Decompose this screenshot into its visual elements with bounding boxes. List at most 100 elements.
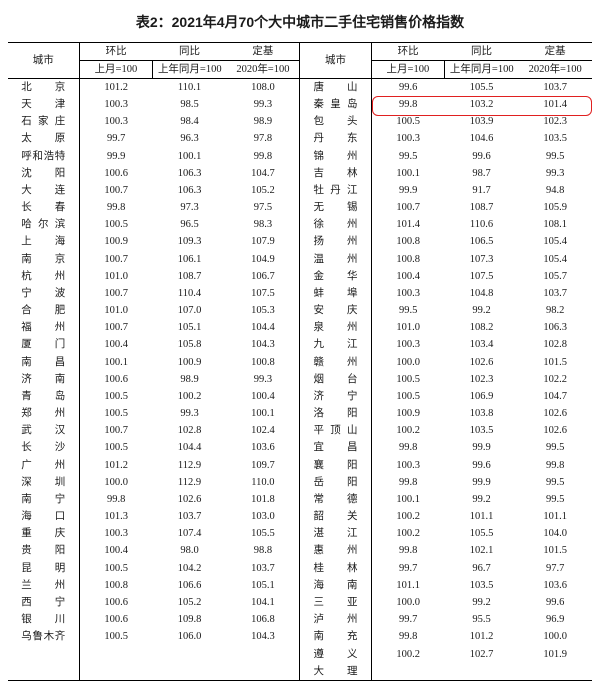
table-row: 呼和浩特99.9100.199.8锦 州99.599.699.5 — [8, 148, 592, 165]
yoy-cell: 99.6 — [445, 148, 519, 165]
yoy-cell: 105.2 — [153, 595, 227, 612]
table-row: 郑 州100.599.3100.1洛 阳100.9103.8102.6 — [8, 406, 592, 423]
mom-cell: 100.5 — [371, 388, 445, 405]
table-row: 兰 州100.8106.6105.1海 南101.1103.5103.6 — [8, 577, 592, 594]
fix-cell: 104.0 — [518, 526, 592, 543]
fix-cell: 100.8 — [226, 354, 300, 371]
city-cell: 无 锡 — [300, 200, 371, 217]
city-cell: 唐 山 — [300, 79, 371, 97]
fix-cell: 99.5 — [518, 148, 592, 165]
mom-cell: 99.7 — [371, 612, 445, 629]
fix-cell: 99.8 — [518, 457, 592, 474]
fix-cell: 105.3 — [226, 303, 300, 320]
yoy-cell: 100.9 — [153, 354, 227, 371]
mom-cell: 100.3 — [371, 285, 445, 302]
mom-cell: 101.0 — [79, 268, 153, 285]
mom-cell: 100.0 — [79, 474, 153, 491]
yoy-cell: 103.9 — [445, 114, 519, 131]
fix-cell: 102.3 — [518, 114, 592, 131]
yoy-cell: 110.6 — [445, 217, 519, 234]
mom-cell: 100.7 — [79, 182, 153, 199]
fix-cell: 109.7 — [226, 457, 300, 474]
mom-cell: 100.5 — [79, 217, 153, 234]
mom-cell: 100.8 — [79, 577, 153, 594]
fix-cell: 99.5 — [518, 440, 592, 457]
fix-cell: 98.8 — [226, 543, 300, 560]
city-cell: 牡丹江 — [300, 182, 371, 199]
city-cell: 岳 阳 — [300, 474, 371, 491]
yoy-cell: 103.8 — [445, 406, 519, 423]
fix-cell: 102.6 — [518, 423, 592, 440]
city-cell: 襄 阳 — [300, 457, 371, 474]
col-mom: 环比 — [79, 43, 153, 61]
yoy-cell: 103.7 — [153, 509, 227, 526]
yoy-cell: 102.1 — [445, 543, 519, 560]
city-cell: 上 海 — [8, 234, 79, 251]
table-row: 昆 明100.5104.2103.7桂 林99.796.797.7 — [8, 560, 592, 577]
mom-cell: 100.6 — [79, 612, 153, 629]
yoy-cell: 101.2 — [445, 629, 519, 646]
yoy-cell: 96.7 — [445, 560, 519, 577]
fix-cell: 103.6 — [518, 577, 592, 594]
fix-cell: 105.4 — [518, 251, 592, 268]
fix-cell: 104.3 — [226, 337, 300, 354]
yoy-cell: 103.5 — [445, 577, 519, 594]
city-cell: 平顶山 — [300, 423, 371, 440]
mom-cell: 100.5 — [371, 114, 445, 131]
yoy-cell: 101.1 — [445, 509, 519, 526]
mom-cell: 100.3 — [79, 114, 153, 131]
fix-cell: 94.8 — [518, 182, 592, 199]
fix-cell: 98.3 — [226, 217, 300, 234]
city-cell: 宜 昌 — [300, 440, 371, 457]
mom-cell — [371, 663, 445, 681]
fix-cell: 104.9 — [226, 251, 300, 268]
mom-cell: 99.6 — [371, 79, 445, 97]
table-row: 重 庆100.3107.4105.5湛 江100.2105.5104.0 — [8, 526, 592, 543]
yoy-cell: 112.9 — [153, 474, 227, 491]
mom-cell: 100.9 — [79, 234, 153, 251]
yoy-cell: 98.5 — [153, 97, 227, 114]
fix-cell: 99.3 — [226, 97, 300, 114]
yoy-cell: 98.4 — [153, 114, 227, 131]
table-row: 宁 波100.7110.4107.5蚌 埠100.3104.8103.7 — [8, 285, 592, 302]
yoy-cell: 102.3 — [445, 371, 519, 388]
fix-cell: 99.3 — [226, 371, 300, 388]
yoy-cell: 107.0 — [153, 303, 227, 320]
city-cell: 秦皇岛 — [300, 97, 371, 114]
city-cell: 泉 州 — [300, 320, 371, 337]
mom-cell: 99.9 — [79, 148, 153, 165]
fix-cell: 98.2 — [518, 303, 592, 320]
mom-cell: 100.4 — [79, 337, 153, 354]
fix-cell: 107.9 — [226, 234, 300, 251]
mom-cell: 100.2 — [371, 509, 445, 526]
fix-cell: 106.8 — [226, 612, 300, 629]
yoy-cell: 96.3 — [153, 131, 227, 148]
city-cell: 包 头 — [300, 114, 371, 131]
fix-cell: 100.0 — [518, 629, 592, 646]
mom-cell: 101.0 — [79, 303, 153, 320]
col-yoy: 同比 — [445, 43, 519, 61]
mom-cell: 99.8 — [371, 629, 445, 646]
col-fixed-sub: 2020年=100 — [226, 61, 300, 79]
yoy-cell — [445, 663, 519, 681]
mom-cell: 99.7 — [79, 131, 153, 148]
city-cell: 合 肥 — [8, 303, 79, 320]
fix-cell: 97.7 — [518, 560, 592, 577]
fix-cell: 99.8 — [226, 148, 300, 165]
city-cell: 太 原 — [8, 131, 79, 148]
city-cell: 沈 阳 — [8, 165, 79, 182]
city-cell: 深 圳 — [8, 474, 79, 491]
mom-cell: 100.1 — [79, 354, 153, 371]
mom-cell: 99.9 — [371, 182, 445, 199]
mom-cell: 100.5 — [371, 371, 445, 388]
fix-cell: 105.9 — [518, 200, 592, 217]
fix-cell: 104.3 — [226, 629, 300, 646]
mom-cell: 100.2 — [371, 646, 445, 663]
table-row: 天 津100.398.599.3秦皇岛99.8103.2101.4 — [8, 97, 592, 114]
mom-cell: 100.3 — [371, 457, 445, 474]
yoy-cell: 106.0 — [153, 629, 227, 646]
table-row: 西 宁100.6105.2104.1三 亚100.099.299.6 — [8, 595, 592, 612]
table-row: 深 圳100.0112.9110.0岳 阳99.899.999.5 — [8, 474, 592, 491]
table-row: 长 春99.897.397.5无 锡100.7108.7105.9 — [8, 200, 592, 217]
yoy-cell: 97.3 — [153, 200, 227, 217]
